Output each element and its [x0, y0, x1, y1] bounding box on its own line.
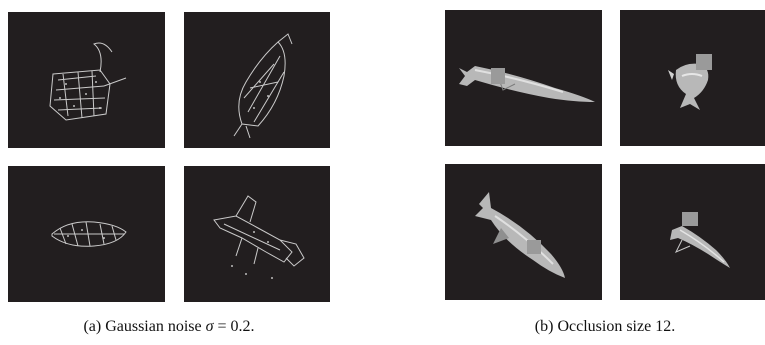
noise-panel-1: [8, 12, 165, 148]
noisy-fish-image-1: [49, 42, 127, 121]
caption-a-suffix: = 0.2.: [213, 318, 255, 335]
occlusion-panel-1: [445, 10, 602, 146]
caption-a-symbol: σ: [205, 318, 214, 335]
occluded-fish-image-1: [459, 66, 595, 102]
occluded-fish-image-2: [668, 54, 712, 110]
noise-panel-3: [8, 166, 165, 302]
noisy-fish-image-4: [213, 195, 305, 279]
caption-a-prefix: (a) Gaussian noise: [83, 318, 206, 335]
occluder-block: [491, 68, 505, 84]
noise-panel-2: [184, 12, 330, 148]
noise-panel-4: [184, 166, 330, 302]
occlusion-panel-4: [620, 164, 765, 300]
occlusion-panel-3: [445, 164, 602, 300]
caption-a: (a) Gaussian noise σ = 0.2.: [8, 318, 330, 336]
caption-b: (b) Occlusion size 12.: [445, 318, 765, 336]
noisy-fish-image-3: [51, 221, 127, 247]
occluded-fish-image-3: [469, 192, 565, 278]
occluder-block: [682, 212, 698, 226]
noisy-fish-image-2: [233, 33, 293, 139]
occluder-block: [696, 54, 712, 70]
occluded-fish-image-4: [670, 212, 730, 268]
caption-b-text: (b) Occlusion size 12.: [534, 318, 676, 335]
occlusion-panel-2: [620, 10, 765, 146]
occluder-block: [527, 240, 541, 254]
